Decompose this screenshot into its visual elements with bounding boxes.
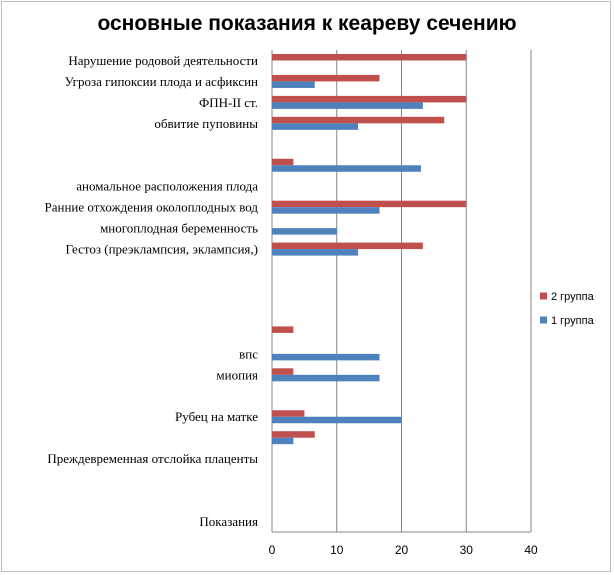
bar-group-2 [272, 431, 315, 438]
bar-group-1 [272, 207, 380, 214]
bar-group-1 [272, 437, 294, 445]
bar-group-1 [272, 374, 380, 382]
legend-swatch [540, 316, 547, 324]
bar-group-1 [272, 81, 315, 88]
bar-group-2 [272, 74, 380, 82]
x-tick-label: 40 [524, 543, 538, 557]
chart-title: основные показания к кеареву сечению [97, 12, 517, 35]
bar-group-2 [272, 368, 294, 375]
category-label: впс [239, 346, 258, 361]
category-label: Преждевременная отслойка плаценты [47, 451, 258, 466]
bar-group-2 [272, 95, 467, 103]
x-tick-label: 30 [460, 543, 474, 557]
bar-group-2 [272, 53, 467, 61]
x-tick-label: 10 [330, 543, 344, 557]
bar-group-2 [272, 242, 423, 250]
bar-group-2 [272, 326, 294, 333]
bar-group-1 [272, 123, 359, 130]
x-axis-ticks: 0 10 20 30 40 [269, 543, 538, 557]
legend: 2 группа 1 группа [540, 291, 595, 327]
category-label: ФПН-II ст. [199, 95, 258, 110]
bar-group-1 [272, 102, 423, 109]
legend-label: 1 группа [551, 315, 595, 327]
bar-group-2 [272, 116, 445, 124]
category-label: аномальное расположения плода [76, 179, 258, 194]
category-labels: Нарушение родовой деятельности Угроза гип… [45, 53, 259, 529]
bar-group-2 [272, 410, 305, 417]
gridlines [271, 50, 532, 533]
x-tick-label: 20 [395, 543, 409, 557]
legend-swatch [540, 292, 547, 300]
bar-group-1 [272, 416, 402, 424]
category-label: Рубец на матке [175, 409, 258, 424]
category-label: многоплодная беременность [100, 221, 258, 236]
category-label: Угроза гипоксии плода и асфиксин [65, 74, 258, 89]
category-label: Показания [199, 514, 258, 529]
category-label: Нарушение родовой деятельности [68, 53, 258, 68]
bar-group-2 [272, 158, 294, 166]
x-tick-label: 0 [269, 543, 276, 557]
bar-group-1 [272, 228, 337, 235]
category-label: Ранние отхождения околоплодных вод [45, 200, 259, 215]
category-label: обвитие пуповины [154, 116, 258, 131]
bar-group-1 [272, 353, 380, 361]
category-label: миопия [216, 367, 258, 382]
bar-group-2 [272, 200, 467, 208]
legend-label: 2 группа [551, 291, 595, 303]
bars [272, 53, 467, 445]
bar-group-1 [272, 249, 359, 256]
bar-group-1 [272, 165, 421, 172]
category-label: Гестоз (преэклампсия, эклампсия,) [65, 242, 258, 257]
